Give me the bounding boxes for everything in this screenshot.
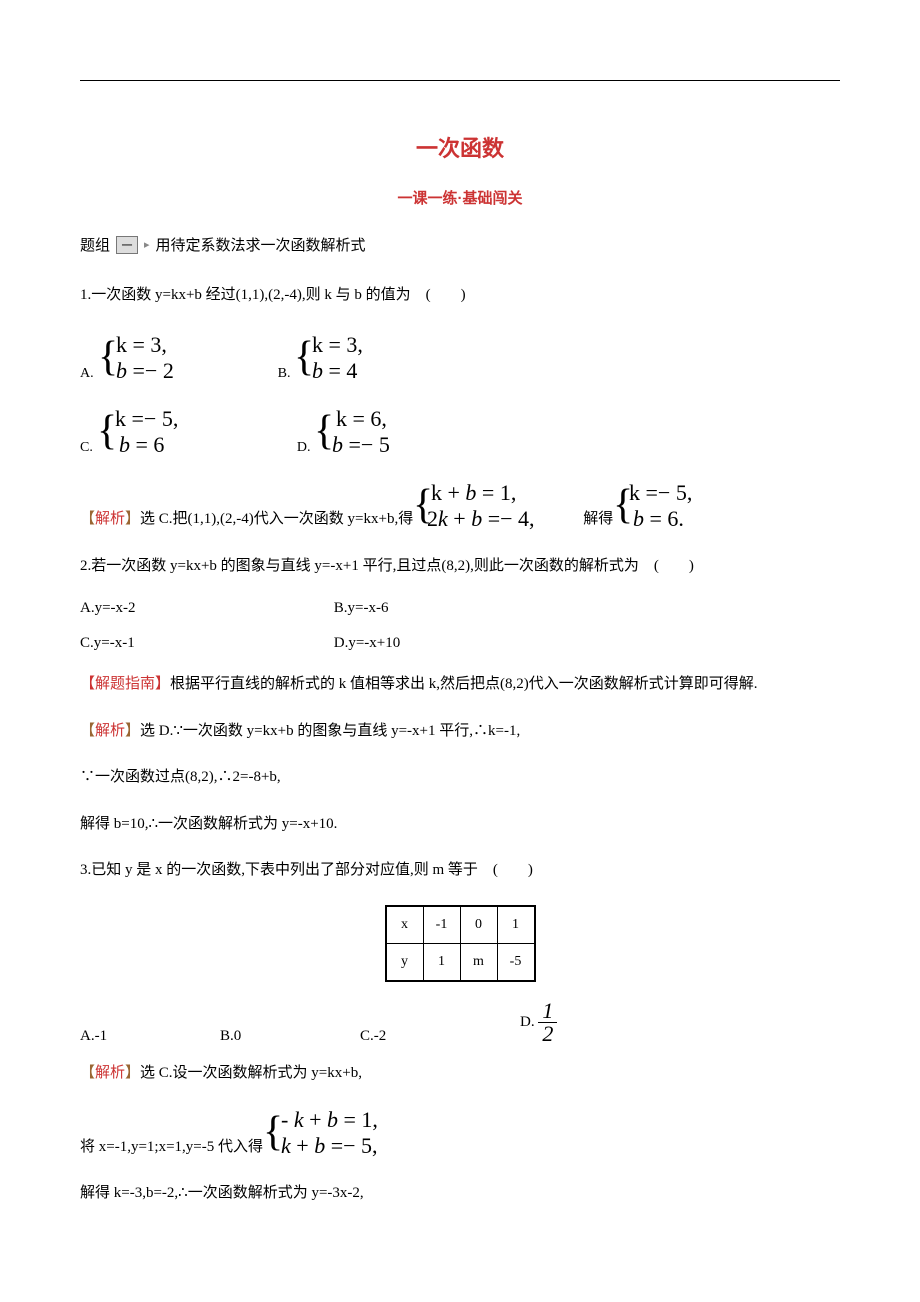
q2-analysis-3: 解得 b=10,∴一次函数解析式为 y=-x+10. <box>80 810 840 839</box>
opt-label: B. <box>278 366 291 382</box>
q1-an-text1: 选 C.把(1,1),(2,-4)代入一次函数 y=kx+b,得 <box>140 505 413 534</box>
opt-label: C. <box>80 440 93 456</box>
q3-an1: 选 C.设一次函数解析式为 y=kx+b, <box>140 1065 362 1081</box>
q1-analysis: 【解析】 选 C.把(1,1),(2,-4)代入一次函数 y=kx+b,得 { … <box>80 478 840 534</box>
guide-keyword: 【解题指南】 <box>80 676 170 692</box>
top-rule <box>80 80 840 81</box>
q1-opt-c: C. { k =− 5, b = 6 <box>80 404 237 460</box>
page-title: 一次函数 <box>80 131 840 163</box>
q3-analysis-1: 【解析】选 C.设一次函数解析式为 y=kx+b, <box>80 1059 840 1088</box>
brace-icon: { k = 3, b =− 2 <box>98 330 218 386</box>
analysis-keyword: 【解析】 <box>80 1065 140 1081</box>
opt-label: D. <box>297 440 311 456</box>
svg-text:b =− 5: b =− 5 <box>332 432 390 457</box>
q2-opt-c: C.y=-x-1 <box>80 635 330 652</box>
brace-icon: { k = 6, b =− 5 <box>314 404 454 460</box>
frac-num: 1 <box>538 1000 557 1023</box>
section-header: 题组 一 ▸ 用待定系数法求一次函数解析式 <box>80 234 840 255</box>
svg-text:k + b =− 5,: k + b =− 5, <box>281 1133 378 1158</box>
svg-text:b =− 2: b =− 2 <box>116 358 174 383</box>
table-row: y 1 m -5 <box>386 943 535 981</box>
q2-guide: 【解题指南】根据平行直线的解析式的 k 值相等求出 k,然后把点(8,2)代入一… <box>80 670 840 699</box>
q3-analysis-3: 解得 k=-3,b=-2,∴一次函数解析式为 y=-3x-2, <box>80 1179 840 1208</box>
q2-opts-row2: C.y=-x-1 D.y=-x+10 <box>80 635 840 652</box>
q3-an2-pre: 将 x=-1,y=1;x=1,y=-5 代入得 <box>80 1133 263 1162</box>
svg-text:k = 6,: k = 6, <box>336 406 387 431</box>
q2-analysis-1: 【解析】选 D.∵一次函数 y=kx+b 的图象与直线 y=-x+1 平行,∴k… <box>80 717 840 746</box>
brace-icon: { k = 3, b = 4 <box>294 330 414 386</box>
page-root: 一次函数 一课一练·基础闯关 题组 一 ▸ 用待定系数法求一次函数解析式 1.一… <box>0 0 920 1302</box>
q3-opt-d: D. 1 2 <box>520 1000 557 1045</box>
opt-label: D. <box>520 1013 535 1029</box>
q3-options: A.-1 B.0 C.-2 D. 1 2 <box>80 1000 840 1045</box>
q3-analysis-2: 将 x=-1,y=1;x=1,y=-5 代入得 { - k + b = 1, k… <box>80 1105 840 1161</box>
fraction-icon: 1 2 <box>538 1000 557 1045</box>
cell: y <box>386 943 424 981</box>
q3-table-wrap: x -1 0 1 y 1 m -5 <box>80 905 840 982</box>
analysis-keyword: 【解析】 <box>80 505 140 534</box>
section-prefix: 题组 <box>80 234 110 255</box>
brace-icon: { k =− 5, b = 6. <box>613 478 733 534</box>
q2-opts-row1: A.y=-x-2 B.y=-x-6 <box>80 600 840 617</box>
brace-icon: { k =− 5, b = 6 <box>97 404 237 460</box>
svg-text:- k + b = 1,: - k + b = 1, <box>281 1107 378 1132</box>
page-subtitle: 一课一练·基础闯关 <box>80 187 840 208</box>
q1-opt-a: A. { k = 3, b =− 2 <box>80 330 218 386</box>
q2-stem: 2.若一次函数 y=kx+b 的图象与直线 y=-x+1 平行,且过点(8,2)… <box>80 552 840 581</box>
q2-an1: 选 D.∵一次函数 y=kx+b 的图象与直线 y=-x+1 平行,∴k=-1, <box>140 723 520 739</box>
svg-text:b = 6.: b = 6. <box>633 506 684 531</box>
table-row: x -1 0 1 <box>386 906 535 944</box>
brace-icon: { - k + b = 1, k + b =− 5, <box>263 1105 443 1161</box>
cell: m <box>460 943 497 981</box>
q2-opt-b: B.y=-x-6 <box>334 600 584 617</box>
svg-text:2k + b =− 4,: 2k + b =− 4, <box>427 506 535 531</box>
svg-text:b = 4: b = 4 <box>312 358 357 383</box>
q1-opt-d: D. { k = 6, b =− 5 <box>297 404 455 460</box>
section-box-icon: 一 <box>116 236 138 254</box>
q1-options-row1: A. { k = 3, b =− 2 B. { k = 3, b = 4 <box>80 330 840 386</box>
svg-text:k =− 5,: k =− 5, <box>629 480 692 505</box>
cell: 0 <box>460 906 497 944</box>
brace-icon: { k + b = 1, 2k + b =− 4, <box>413 478 583 534</box>
analysis-keyword: 【解析】 <box>80 723 140 739</box>
q2-opt-d: D.y=-x+10 <box>334 635 584 652</box>
q1-an-text2: 解得 <box>583 505 613 534</box>
svg-text:b = 6: b = 6 <box>119 432 164 457</box>
cell: x <box>386 906 424 944</box>
cell: 1 <box>423 943 460 981</box>
q2-guide-text: 根据平行直线的解析式的 k 值相等求出 k,然后把点(8,2)代入一次函数解析式… <box>170 676 758 692</box>
section-text: 用待定系数法求一次函数解析式 <box>156 234 366 255</box>
q3-opt-b: B.0 <box>220 1028 360 1045</box>
q1-stem: 1.一次函数 y=kx+b 经过(1,1),(2,-4),则 k 与 b 的值为… <box>80 281 840 310</box>
arrow-icon: ▸ <box>144 238 150 251</box>
svg-text:k = 3,: k = 3, <box>116 332 167 357</box>
svg-text:k =− 5,: k =− 5, <box>115 406 178 431</box>
q3-opt-a: A.-1 <box>80 1028 220 1045</box>
cell: -5 <box>497 943 535 981</box>
q3-opt-c: C.-2 <box>360 1028 520 1045</box>
cell: 1 <box>497 906 535 944</box>
cell: -1 <box>423 906 460 944</box>
q3-table: x -1 0 1 y 1 m -5 <box>385 905 536 982</box>
q2-opt-a: A.y=-x-2 <box>80 600 330 617</box>
q1-opt-b: B. { k = 3, b = 4 <box>278 330 415 386</box>
frac-den: 2 <box>538 1023 557 1045</box>
opt-label: A. <box>80 366 94 382</box>
svg-text:k = 3,: k = 3, <box>312 332 363 357</box>
q1-options-row2: C. { k =− 5, b = 6 D. { k = 6, b =− 5 <box>80 404 840 460</box>
q3-stem: 3.已知 y 是 x 的一次函数,下表中列出了部分对应值,则 m 等于 ( ) <box>80 856 840 885</box>
q2-analysis-2: ∵一次函数过点(8,2),∴2=-8+b, <box>80 763 840 792</box>
svg-text:k + b = 1,: k + b = 1, <box>431 480 516 505</box>
